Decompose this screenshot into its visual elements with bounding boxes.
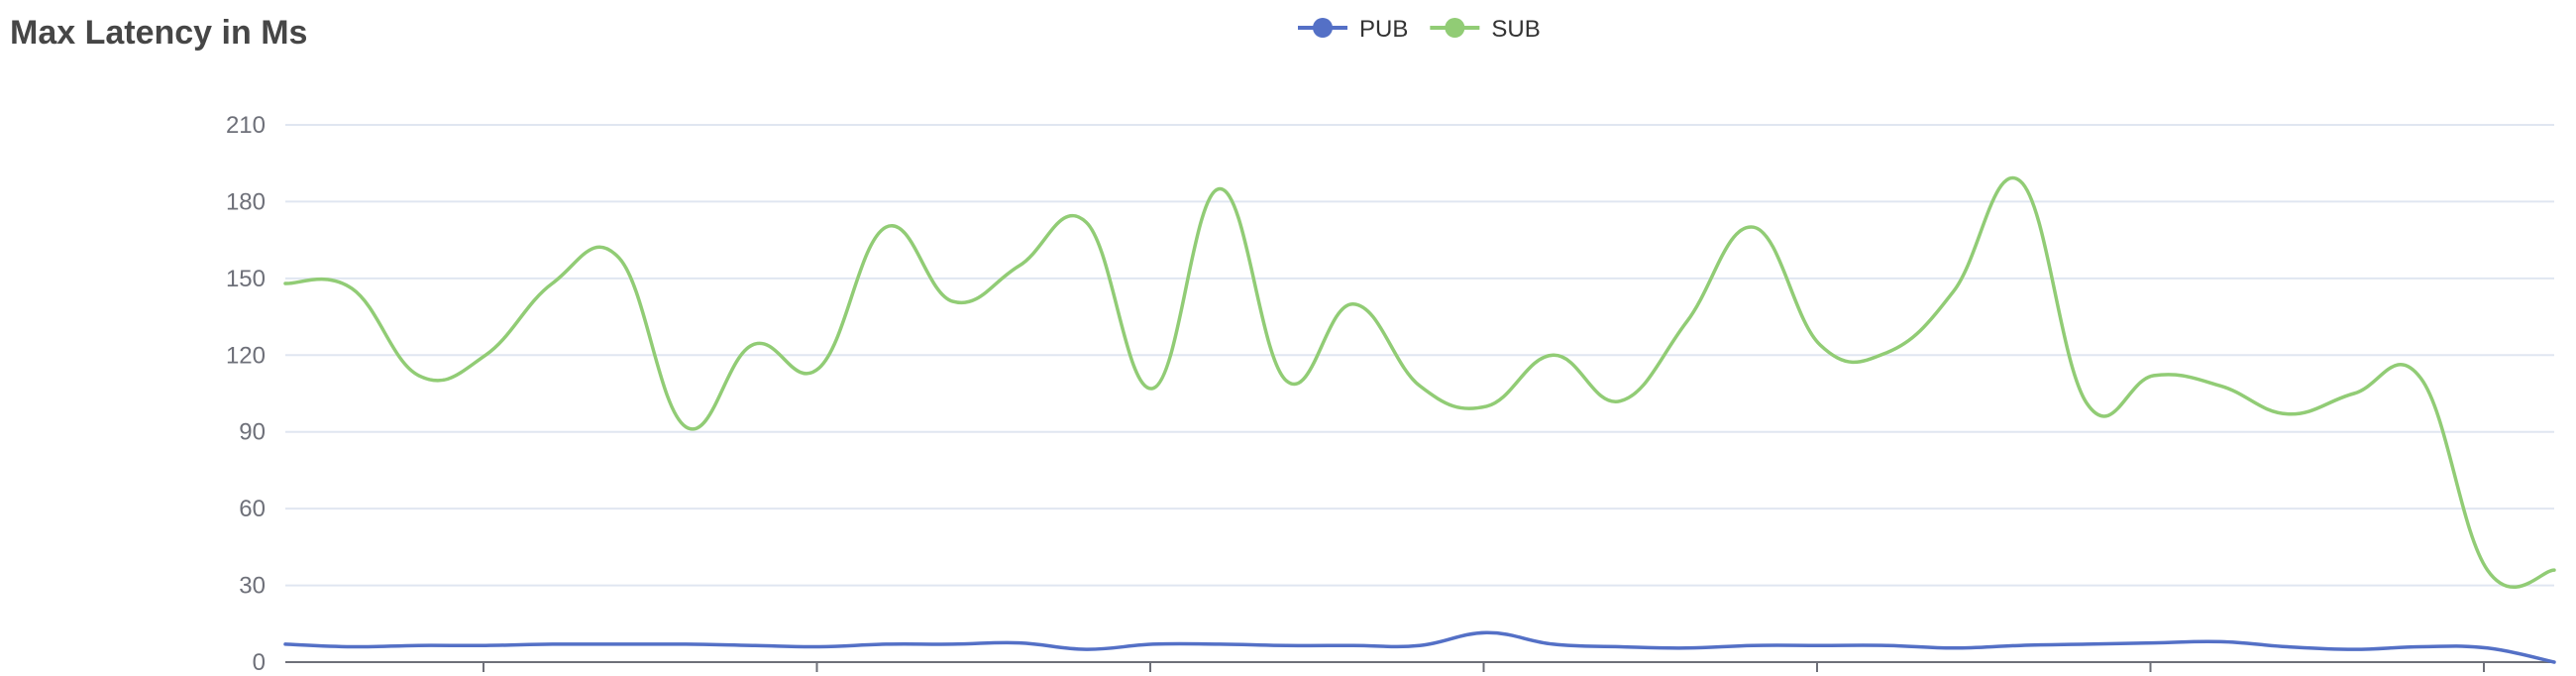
y-tick-label: 90 xyxy=(239,419,266,446)
legend-label: SUB xyxy=(1491,16,1540,43)
legend: PUB SUB xyxy=(1298,16,1541,43)
legend-item-sub[interactable]: SUB xyxy=(1430,16,1541,43)
y-tick-label: 120 xyxy=(226,342,266,369)
x-axis xyxy=(285,661,2554,672)
y-tick-label: 60 xyxy=(239,496,266,522)
series-line-sub xyxy=(283,175,2556,589)
y-tick-label: 0 xyxy=(253,649,266,676)
series-lines xyxy=(283,175,2556,664)
legend-label: PUB xyxy=(1359,16,1408,43)
y-tick-label: 150 xyxy=(226,266,266,292)
legend-item-pub[interactable]: PUB xyxy=(1298,16,1408,43)
y-tick-label: 180 xyxy=(226,188,266,215)
y-axis-tick-labels: 0 30 60 90 120 150 180 210 xyxy=(226,112,266,676)
legend-swatch-marker xyxy=(1313,18,1333,38)
series-line-pub xyxy=(283,630,2556,664)
legend-swatch-marker xyxy=(1445,18,1465,38)
y-tick-label: 210 xyxy=(226,112,266,139)
chart-title: Max Latency in Ms xyxy=(10,14,308,52)
grid-lines xyxy=(285,124,2554,587)
y-tick-label: 30 xyxy=(239,573,266,600)
